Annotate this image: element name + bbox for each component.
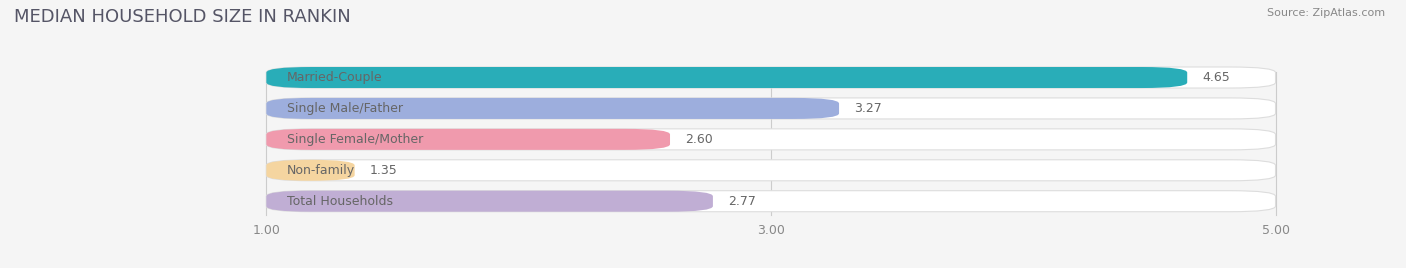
Text: Single Male/Father: Single Male/Father — [287, 102, 402, 115]
Text: 4.65: 4.65 — [1202, 71, 1230, 84]
Text: Single Female/Mother: Single Female/Mother — [287, 133, 423, 146]
FancyBboxPatch shape — [266, 191, 713, 212]
FancyBboxPatch shape — [266, 98, 839, 119]
FancyBboxPatch shape — [266, 191, 1275, 212]
Text: MEDIAN HOUSEHOLD SIZE IN RANKIN: MEDIAN HOUSEHOLD SIZE IN RANKIN — [14, 8, 352, 26]
Text: Total Households: Total Households — [287, 195, 392, 208]
FancyBboxPatch shape — [266, 160, 354, 181]
FancyBboxPatch shape — [266, 129, 1275, 150]
Text: 2.60: 2.60 — [685, 133, 713, 146]
Text: Married-Couple: Married-Couple — [287, 71, 382, 84]
Text: 2.77: 2.77 — [728, 195, 756, 208]
FancyBboxPatch shape — [266, 98, 1275, 119]
FancyBboxPatch shape — [266, 129, 671, 150]
Text: 3.27: 3.27 — [855, 102, 882, 115]
Text: 1.35: 1.35 — [370, 164, 398, 177]
Text: Non-family: Non-family — [287, 164, 354, 177]
Text: Source: ZipAtlas.com: Source: ZipAtlas.com — [1267, 8, 1385, 18]
FancyBboxPatch shape — [266, 67, 1275, 88]
FancyBboxPatch shape — [266, 67, 1187, 88]
FancyBboxPatch shape — [266, 160, 1275, 181]
